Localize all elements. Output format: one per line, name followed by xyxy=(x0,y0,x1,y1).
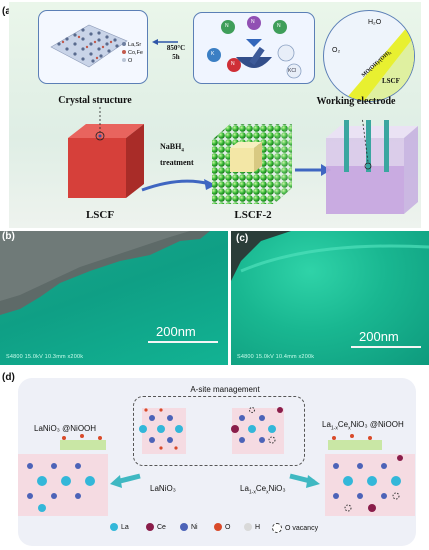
crystal-structure-inset: La,Sr Co,Fe O xyxy=(38,10,148,84)
scale-bar-c xyxy=(351,346,421,348)
legend-o-atom: O xyxy=(214,523,230,531)
synthesis-arrow xyxy=(152,39,178,45)
lscf-label: LSCF xyxy=(85,209,115,221)
precursor-label-4: K xyxy=(211,51,215,57)
sem-footer-c: S4800 15.0kV 10.4mm x200k xyxy=(237,354,315,360)
center-right-label: La1-xCexNiO₃ xyxy=(240,484,286,496)
legend-co-fe: Co,Fe xyxy=(122,49,143,57)
a-site-management-title: A-site management xyxy=(190,385,260,394)
crystal-structure-label: Crystal structure xyxy=(58,95,132,106)
panel-d-letter: (d) xyxy=(2,372,15,383)
electrochemical-cell xyxy=(326,118,418,214)
synthesis-temperature: 850°C xyxy=(166,44,186,52)
sem-image-b: S4800 15.0kV 10.3mm x200k 200nm xyxy=(0,231,228,365)
lscf2-cube xyxy=(212,124,292,204)
water-molecule-label: H₂O xyxy=(368,19,382,26)
synthesis-time: 5h xyxy=(172,53,180,61)
surface-reaction-inset: H₂O O₂ MO(OH)/(OH)₂ LSCF xyxy=(323,10,415,102)
ce-dot-icon xyxy=(146,523,154,531)
center-dashed-box xyxy=(133,396,305,466)
sem-image-c: S4800 15.0kV 10.4mm x200k 200nm xyxy=(231,231,429,365)
sem-footer-b: S4800 15.0kV 10.3mm x200k xyxy=(6,354,84,360)
panel-a-letter: (a) xyxy=(2,6,14,17)
precursor-mixing-inset: N N N K N KCl xyxy=(193,12,315,84)
scale-bar-b xyxy=(148,341,218,343)
working-electrode-label: Working electrode xyxy=(316,96,396,107)
lacenio3-lattice xyxy=(231,407,284,454)
precursor-label-6: KCl xyxy=(288,68,297,74)
lanio3-niooh-lattice xyxy=(18,434,108,516)
legend-ni: Ni xyxy=(180,523,198,531)
panel-b-letter: (b) xyxy=(2,231,15,242)
panel-c-letter: (c) xyxy=(236,233,249,244)
ni-dot-icon xyxy=(180,523,188,531)
legend-la-sr: La,Sr xyxy=(122,41,143,49)
precursor-label-5: N xyxy=(231,61,235,67)
legend-h: H xyxy=(244,523,260,531)
center-left-label: LaNiO₃ xyxy=(150,484,176,493)
precursor-label-3: N xyxy=(277,23,281,29)
lacenio3-niooh-lattice xyxy=(325,434,415,516)
legend-o: O xyxy=(122,57,143,65)
crystal-zoom-lines xyxy=(95,107,105,141)
treatment-arrow xyxy=(141,179,216,192)
scale-label-c: 200nm xyxy=(359,329,399,344)
h-dot-icon xyxy=(244,523,252,531)
lanio3-lattice xyxy=(139,408,186,454)
legend-o-vacancy: O vacancy xyxy=(272,523,318,533)
precursor-label-1: N xyxy=(225,23,229,29)
electrode-layer-label: LSCF xyxy=(382,77,400,85)
lscf-cube xyxy=(68,124,144,198)
right-structure-label: La1-xCexNiO₃ @NiOOH xyxy=(322,420,404,432)
crystal-lattice-illustration xyxy=(50,24,128,68)
o-vacancy-icon xyxy=(272,523,282,533)
scale-label-b: 200nm xyxy=(156,324,196,339)
left-structure-label: LaNiO₃ @NiOOH xyxy=(34,424,97,433)
precursor-label-2: N xyxy=(251,19,255,25)
lattice-drawings xyxy=(18,407,415,516)
legend-la: La xyxy=(110,523,129,531)
mortar-and-pestle xyxy=(207,16,302,79)
legend-ce: Ce xyxy=(146,523,166,531)
treatment-label: NaBH4 treatment xyxy=(160,142,194,167)
la-dot-icon xyxy=(110,523,118,531)
o-dot-icon xyxy=(214,523,222,531)
lscf2-label: LSCF-2 xyxy=(234,209,272,221)
oxygen-molecule-label: O₂ xyxy=(332,47,341,54)
